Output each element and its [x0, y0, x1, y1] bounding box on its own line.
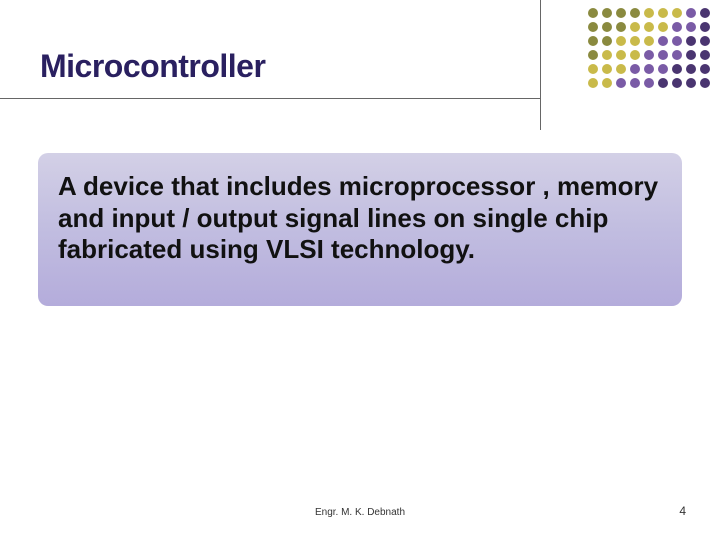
dot-icon — [630, 36, 640, 46]
dot-icon — [602, 36, 612, 46]
title-underline — [0, 98, 540, 99]
dot-icon — [630, 64, 640, 74]
footer-author: Engr. M. K. Debnath — [0, 507, 720, 518]
dot-icon — [700, 78, 710, 88]
dot-icon — [616, 50, 626, 60]
dot-icon — [616, 64, 626, 74]
dot-icon — [616, 8, 626, 18]
footer-page-number: 4 — [679, 504, 686, 518]
dot-icon — [630, 8, 640, 18]
dot-icon — [616, 78, 626, 88]
dot-icon — [672, 64, 682, 74]
dot-icon — [700, 64, 710, 74]
dot-icon — [644, 64, 654, 74]
dot-icon — [644, 78, 654, 88]
decorative-dot-grid — [588, 8, 712, 90]
dot-icon — [630, 22, 640, 32]
definition-text: A device that includes microprocessor , … — [58, 171, 662, 266]
definition-box: A device that includes microprocessor , … — [38, 153, 682, 306]
dot-icon — [686, 50, 696, 60]
dot-icon — [658, 8, 668, 18]
dot-icon — [602, 78, 612, 88]
dot-icon — [700, 22, 710, 32]
dot-icon — [588, 8, 598, 18]
dot-icon — [588, 36, 598, 46]
dot-icon — [700, 50, 710, 60]
dot-icon — [686, 64, 696, 74]
dot-icon — [700, 8, 710, 18]
dot-icon — [672, 78, 682, 88]
dot-icon — [616, 36, 626, 46]
dot-icon — [588, 78, 598, 88]
dot-icon — [672, 36, 682, 46]
dot-icon — [630, 78, 640, 88]
dot-icon — [672, 22, 682, 32]
dot-icon — [658, 50, 668, 60]
dot-icon — [630, 50, 640, 60]
dot-icon — [644, 50, 654, 60]
dot-icon — [686, 78, 696, 88]
dot-icon — [644, 36, 654, 46]
dot-icon — [644, 22, 654, 32]
dot-icon — [644, 8, 654, 18]
dot-icon — [672, 8, 682, 18]
dot-icon — [602, 50, 612, 60]
dot-icon — [686, 8, 696, 18]
dot-icon — [588, 50, 598, 60]
dot-icon — [700, 36, 710, 46]
dot-icon — [686, 36, 696, 46]
dot-icon — [658, 64, 668, 74]
dot-icon — [602, 22, 612, 32]
dot-icon — [672, 50, 682, 60]
dot-icon — [602, 64, 612, 74]
dot-icon — [686, 22, 696, 32]
dot-icon — [658, 78, 668, 88]
dot-icon — [602, 8, 612, 18]
dot-icon — [658, 22, 668, 32]
dot-icon — [616, 22, 626, 32]
dot-icon — [658, 36, 668, 46]
dot-icon — [588, 64, 598, 74]
dot-icon — [588, 22, 598, 32]
